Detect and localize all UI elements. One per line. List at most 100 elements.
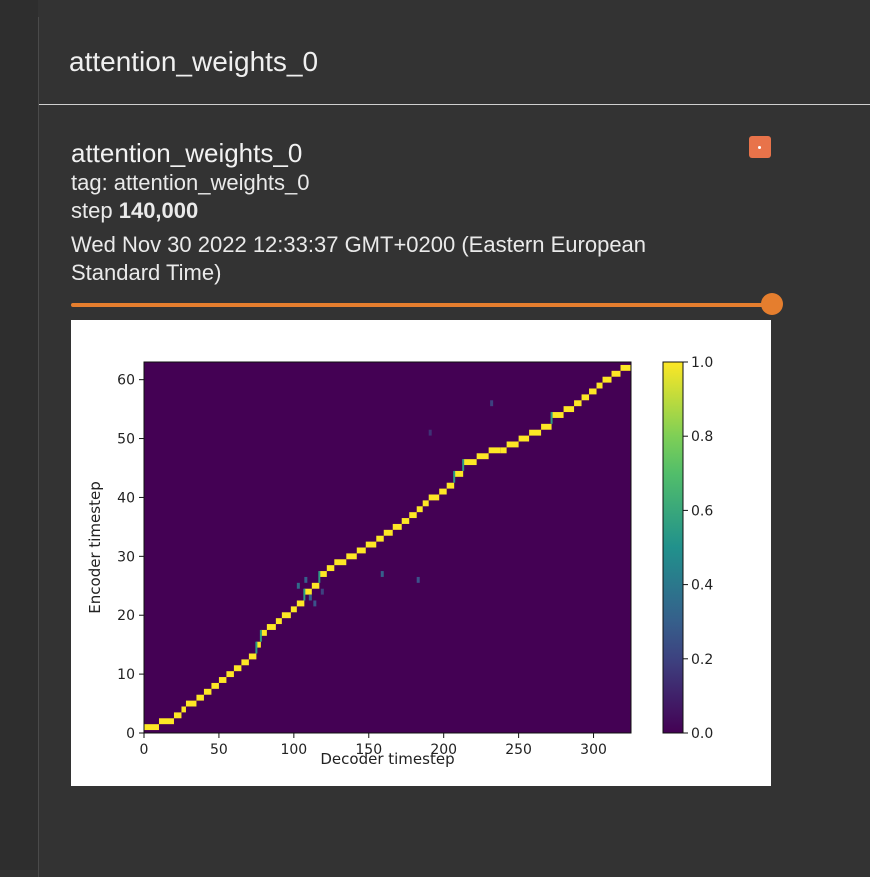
y-tick-label: 0 (126, 726, 135, 742)
transition-cell (462, 459, 465, 471)
transition-cell (255, 641, 258, 654)
x-tick-label: 50 (210, 742, 228, 758)
alignment-cell (173, 712, 182, 719)
y-tick-label: 20 (117, 608, 135, 624)
colorbar-tick-label: 0.4 (691, 578, 713, 594)
alignment-cell (620, 364, 631, 371)
alignment-cell (144, 724, 159, 731)
transition-cell (259, 629, 262, 642)
window-header: attention_weights_0 (39, 17, 870, 105)
tag-line: tag: attention_weights_0 (71, 170, 310, 195)
pin-icon (758, 146, 761, 149)
alignment-cell (506, 441, 519, 448)
alignment-cell (422, 500, 429, 507)
alignment-cell (365, 541, 377, 548)
step-line: step 140,000 (71, 197, 771, 225)
colorbar-tick-label: 0.6 (691, 503, 713, 519)
alignment-cell (304, 588, 312, 595)
step-value: 140,000 (118, 198, 199, 223)
attention-plot: 0 50 100 150 200 250 300 0 10 20 30 40 50 60 Decoder t… (71, 320, 771, 786)
heatmap-svg: 0 50 100 150 200 250 300 0 10 20 30 40 50 60 Decoder t… (86, 355, 713, 768)
x-tick-label: 0 (140, 742, 149, 758)
alignment-cell (401, 518, 410, 524)
pin-button[interactable] (749, 136, 771, 158)
alignment-cell (260, 629, 267, 636)
x-tick-label: 200 (430, 742, 457, 758)
y-tick-label: 30 (117, 549, 135, 565)
colorbar (662, 361, 684, 734)
alignment-cell (416, 506, 423, 513)
y-tick-label: 10 (117, 667, 135, 683)
step-slider-thumb[interactable] (761, 293, 783, 315)
alignment-cell (266, 624, 276, 630)
alignment-cell (346, 553, 357, 560)
scatter-cell (320, 588, 324, 595)
alignment-cell (281, 612, 291, 619)
step-slider-track[interactable] (71, 303, 765, 307)
scatter-cell (304, 576, 308, 583)
colorbar-tick-label: 0.2 (691, 652, 713, 668)
alignment-cell (541, 423, 552, 430)
alignment-cell (439, 488, 447, 495)
scatter-cell (296, 582, 300, 589)
alignment-cell (463, 459, 477, 466)
card-title: attention_weights_0 (71, 138, 303, 168)
x-tick-label: 100 (280, 742, 307, 758)
transition-cell (303, 588, 306, 601)
scatter-cell (428, 429, 432, 436)
y-axis-label: Encoder timestep (86, 481, 104, 613)
alignment-cell (581, 394, 590, 401)
transition-cell (453, 470, 456, 483)
transition-cell (550, 412, 553, 424)
alignment-cell (326, 565, 335, 572)
alignment-cell (311, 582, 320, 589)
x-tick-label: 300 (580, 742, 607, 758)
scatter-cell (308, 594, 312, 601)
alignment-cell (241, 659, 249, 666)
alignment-cell (226, 671, 234, 678)
alignment-cell (476, 453, 489, 460)
alignment-cell (211, 682, 219, 689)
x-tick-label: 150 (355, 742, 382, 758)
scatter-cell (313, 600, 317, 607)
alignment-cell (383, 529, 393, 536)
colorbar-tick-label: 0.0 (691, 726, 713, 742)
y-tick-label: 60 (117, 373, 135, 389)
alignment-cell (602, 376, 612, 383)
alignment-cell (158, 718, 174, 725)
step-prefix: step (71, 198, 113, 223)
scatter-cell (416, 576, 420, 583)
alignment-cell (356, 547, 366, 554)
alignment-cell (334, 559, 347, 566)
transition-cell (318, 571, 321, 583)
alignment-cell (196, 694, 204, 701)
alignment-cell (203, 688, 212, 695)
alignment-cell (233, 665, 242, 672)
alignment-cell (290, 606, 297, 613)
alignment-cell (446, 482, 455, 489)
alignment-cell (392, 523, 402, 530)
alignment-cell (551, 412, 564, 418)
scatter-cell (490, 400, 494, 407)
alignment-cell (454, 470, 464, 477)
alignment-cell (589, 388, 597, 395)
alignment-cell (611, 370, 621, 377)
alignment-cell (319, 571, 327, 577)
alignment-cell (488, 447, 501, 454)
alignment-cell (563, 406, 575, 413)
colorbar-tick-label: 0.8 (691, 429, 713, 445)
y-tick-label: 50 (117, 432, 135, 448)
alignment-cell (248, 653, 257, 660)
left-gutter (0, 0, 38, 870)
alignment-cell (256, 641, 261, 648)
plot-border (143, 361, 632, 734)
colorbar-tick-label: 1.0 (691, 355, 713, 371)
x-axis-label: Decoder timestep (320, 750, 454, 768)
alignment-cell (181, 706, 186, 713)
scalar-window: attention_weights_0 attention_weights_0 … (38, 17, 870, 877)
alignment-cell (296, 600, 305, 607)
alignment-cell (376, 535, 384, 542)
alignment-cell (185, 700, 197, 707)
alignment-cell (275, 618, 282, 625)
alignment-cell (529, 429, 542, 436)
